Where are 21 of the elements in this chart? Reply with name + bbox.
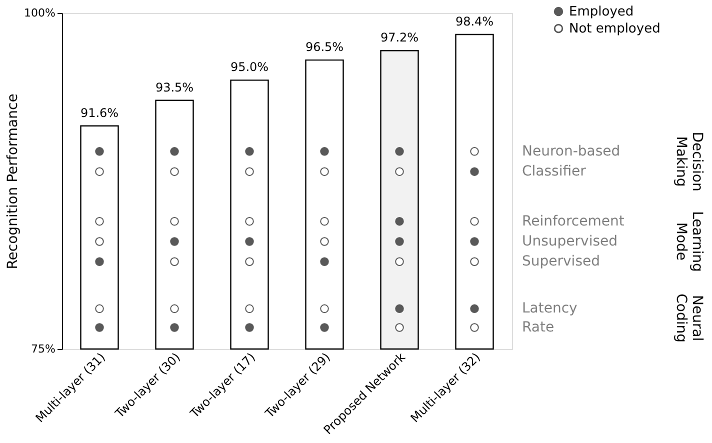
text: Decision Making (673, 132, 705, 192)
data-label: 93.5% (155, 80, 194, 94)
y-tick-label: 100% (24, 6, 56, 20)
text: Learning Mode (673, 211, 705, 272)
text: Reinforcement (522, 213, 625, 230)
data-label: 95.0% (230, 60, 269, 74)
data-label: 97.2% (380, 30, 419, 45)
y-tick-label: 75% (31, 342, 56, 356)
y-axis-title: Recognition Performance (5, 94, 22, 270)
data-label: 98.4% (455, 14, 494, 29)
text: Classifier (522, 164, 586, 180)
text: Neuron-based (522, 143, 620, 160)
legend-label: Employed (569, 4, 634, 20)
text: Rate (522, 319, 554, 336)
text: Supervised (522, 254, 600, 270)
text: Latency (522, 300, 578, 317)
data-label: 91.6% (80, 106, 119, 120)
text: Unsupervised (522, 233, 618, 250)
legend-label: Not employed (569, 22, 660, 36)
text: Neural Coding (673, 294, 705, 343)
data-label: 96.5% (305, 40, 344, 54)
